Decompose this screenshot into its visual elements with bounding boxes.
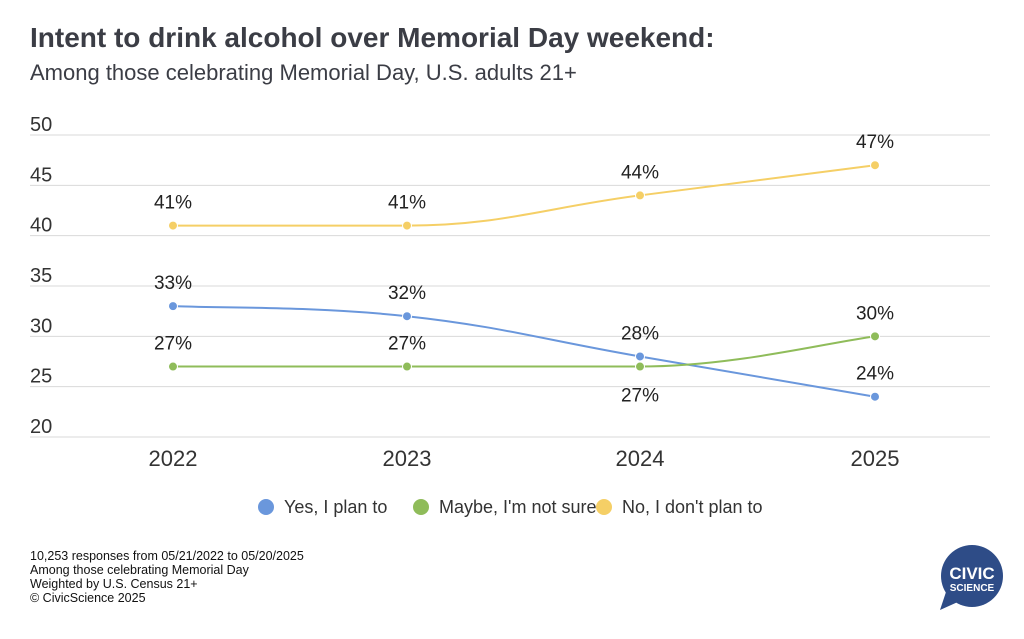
data-label: 32% [388, 283, 426, 304]
data-point [402, 361, 412, 372]
data-label: 27% [388, 334, 426, 355]
data-label: 41% [388, 193, 426, 214]
y-tick-label: 20 [30, 416, 52, 438]
y-tick-label: 35 [30, 265, 52, 287]
data-point [168, 361, 178, 372]
x-tick-label: 2023 [383, 446, 432, 471]
legend-label: Yes, I plan to [284, 497, 387, 517]
logo-text-civic: CIVIC [949, 564, 994, 583]
x-tick-label: 2022 [149, 446, 198, 471]
footer-line: Among those celebrating Memorial Day [30, 563, 249, 577]
data-label: 30% [856, 303, 894, 324]
data-label: 27% [621, 386, 659, 407]
data-label: 27% [154, 334, 192, 355]
civicscience-logo: CIVIC SCIENCE [940, 545, 1003, 610]
y-tick-label: 25 [30, 366, 52, 388]
legend-marker [596, 499, 612, 515]
data-label: 24% [856, 364, 894, 385]
legend-marker [413, 499, 429, 515]
legend-label: No, I don't plan to [622, 497, 763, 517]
data-point [635, 361, 645, 372]
data-point [402, 311, 412, 322]
data-label: 44% [621, 162, 659, 183]
y-tick-label: 30 [30, 315, 52, 337]
series-line [173, 335, 876, 368]
data-point [635, 190, 645, 201]
y-tick-label: 45 [30, 164, 52, 186]
footer-line: © CivicScience 2025 [30, 591, 146, 605]
data-point [402, 220, 412, 231]
footer-line: Weighted by U.S. Census 21+ [30, 577, 198, 591]
chart-subtitle: Among those celebrating Memorial Day, U.… [30, 60, 577, 85]
x-tick-label: 2024 [616, 446, 665, 471]
data-label: 41% [154, 193, 192, 214]
data-point [168, 220, 178, 231]
legend-label: Maybe, I'm not sure [439, 497, 597, 517]
y-tick-label: 50 [30, 114, 52, 136]
logo-text-science: SCIENCE [950, 583, 995, 594]
footer-line: 10,253 responses from 05/21/2022 to 05/2… [30, 549, 304, 563]
series-line [172, 305, 876, 398]
y-tick-label: 40 [30, 215, 52, 237]
legend-marker [258, 499, 274, 515]
data-label: 47% [856, 132, 894, 153]
data-point [870, 391, 880, 402]
data-point [635, 351, 645, 362]
footer-notes: 10,253 responses from 05/21/2022 to 05/2… [30, 549, 304, 605]
data-point [870, 160, 880, 171]
series-line [173, 164, 876, 227]
x-tick-label: 2025 [851, 446, 900, 471]
data-label: 33% [154, 273, 192, 294]
data-point [168, 301, 178, 312]
data-label: 28% [621, 323, 659, 344]
data-point [870, 331, 880, 342]
chart-title: Intent to drink alcohol over Memorial Da… [30, 22, 715, 53]
